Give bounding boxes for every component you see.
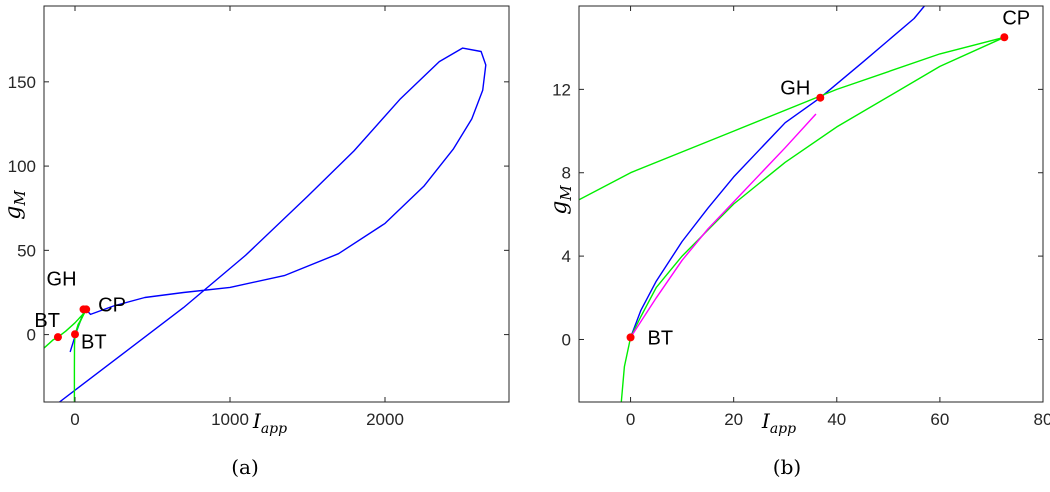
x-tick-label: 0 (626, 410, 635, 429)
y-tick-label: 0 (562, 330, 571, 349)
x-axis-label: Iapp (761, 409, 796, 437)
axes-box (578, 5, 1044, 403)
point-label: BT (34, 310, 60, 332)
series-line (74, 308, 87, 336)
axes-box (43, 5, 510, 403)
y-axis-label-sub: M (557, 185, 575, 202)
y-axis-label-sub: M (11, 190, 29, 207)
y-axis-label: gM (1, 190, 29, 220)
panel-caption: (b) (773, 455, 801, 479)
x-tick-label: 40 (827, 410, 846, 429)
x-tick-label: 80 (1034, 410, 1050, 429)
y-tick-label: 50 (17, 241, 36, 260)
point-label: BT (648, 327, 674, 349)
plot-area (44, 47, 487, 402)
bifurcation-point (82, 305, 91, 314)
x-axis-label-main: I (761, 409, 771, 433)
y-tick-label: 8 (562, 164, 571, 183)
x-tick-label: 20 (724, 410, 743, 429)
bifurcation-point (816, 93, 825, 102)
y-axis-label-main: g (547, 201, 572, 215)
panel-caption: (a) (231, 455, 259, 479)
x-axis-label-sub: app (770, 421, 796, 437)
bifurcation-point (53, 333, 62, 342)
x-tick-label: 1000 (211, 410, 249, 429)
point-label: CP (98, 294, 126, 316)
y-tick-label: 0 (27, 326, 36, 345)
y-axis-label-main: g (1, 206, 26, 220)
y-tick-label: 12 (552, 80, 571, 99)
chart-panel: 0 20 40 60 80 0 4 8 12 GH CP BT Iapp gM (b) (547, 5, 1050, 479)
series-line (620, 36, 1005, 402)
series-line (579, 36, 1005, 201)
series-line (629, 113, 817, 339)
point-label: GH (780, 78, 810, 100)
point-label: GH (47, 268, 77, 290)
y-tick-label: 4 (562, 247, 571, 266)
x-axis-label-main: I (252, 409, 262, 433)
chart-panel: 0 1000 2000 0 50 100 150 GH CP BT BT Iapp gM (a) (1, 5, 510, 479)
bifurcation-point (626, 333, 635, 342)
series-line (44, 308, 87, 349)
bifurcation-point (1000, 33, 1009, 42)
x-tick-label: 60 (930, 410, 949, 429)
series-line (58, 47, 487, 402)
x-tick-label: 2000 (366, 410, 404, 429)
series-line (629, 6, 926, 339)
x-axis-label: Iapp (252, 409, 287, 437)
y-tick-label: 150 (8, 73, 36, 92)
x-tick-label: 0 (70, 410, 79, 429)
series-line (73, 308, 87, 402)
plot-area (579, 6, 1005, 402)
x-axis-label-sub: app (261, 421, 287, 437)
point-label: BT (81, 331, 107, 353)
point-label: CP (1002, 7, 1030, 29)
y-tick-label: 100 (8, 157, 36, 176)
y-axis-label: gM (547, 185, 575, 215)
bifurcation-point (71, 330, 79, 339)
